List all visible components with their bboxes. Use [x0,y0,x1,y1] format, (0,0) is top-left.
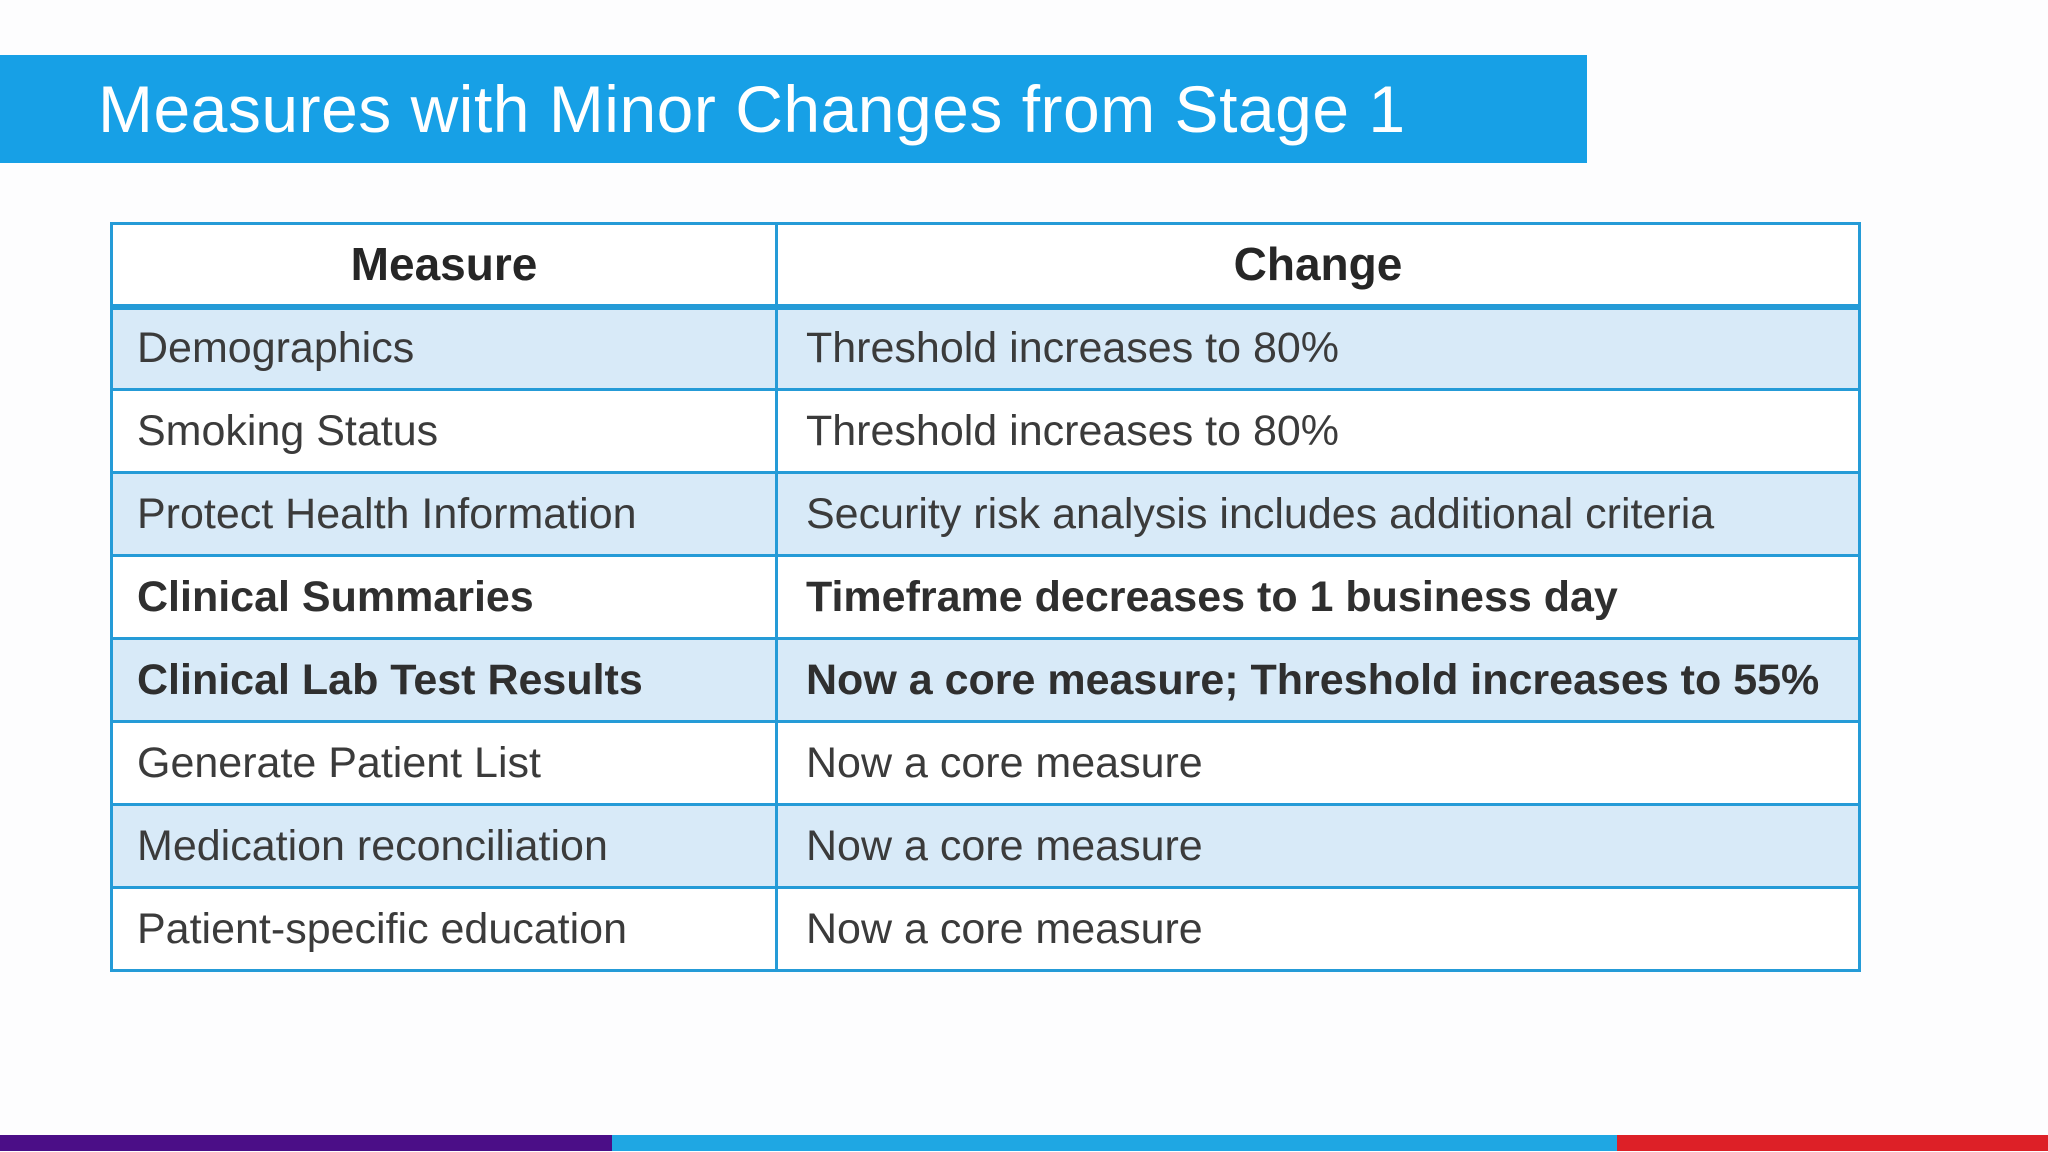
measures-table: Measure Change Demographics Threshold in… [110,222,1861,972]
measure-cell: Patient-specific education [110,886,778,972]
measure-cell: Medication reconciliation [110,803,778,889]
measure-cell: Protect Health Information [110,471,778,557]
measure-cell: Clinical Lab Test Results [110,637,778,723]
table-row: Clinical Summaries Timeframe decreases t… [110,554,1861,640]
change-cell: Now a core measure [775,803,1861,889]
column-header-measure: Measure [110,222,778,310]
footer-stripe [0,1135,2048,1151]
slide-title: Measures with Minor Changes from Stage 1 [98,72,1406,146]
table-body: Demographics Threshold increases to 80% … [110,305,1861,972]
change-cell: Security risk analysis includes addition… [775,471,1861,557]
change-cell: Threshold increases to 80% [775,388,1861,474]
change-cell: Now a core measure [775,720,1861,806]
table-row: Medication reconciliation Now a core mea… [110,803,1861,889]
measure-cell: Clinical Summaries [110,554,778,640]
change-cell: Now a core measure; Threshold increases … [775,637,1861,723]
measure-cell: Generate Patient List [110,720,778,806]
footer-stripe-red [1617,1135,2048,1151]
table-row: Patient-specific education Now a core me… [110,886,1861,972]
change-cell: Now a core measure [775,886,1861,972]
table-row: Generate Patient List Now a core measure [110,720,1861,806]
table-row: Demographics Threshold increases to 80% [110,305,1861,391]
footer-stripe-blue [612,1135,1617,1151]
change-cell: Threshold increases to 80% [775,305,1861,391]
column-header-change: Change [775,222,1861,310]
title-banner: Measures with Minor Changes from Stage 1 [0,55,1587,163]
change-cell: Timeframe decreases to 1 business day [775,554,1861,640]
measure-cell: Smoking Status [110,388,778,474]
table-row: Smoking Status Threshold increases to 80… [110,388,1861,474]
table-row: Protect Health Information Security risk… [110,471,1861,557]
table-header-row: Measure Change [110,222,1861,310]
measure-cell: Demographics [110,305,778,391]
table-row: Clinical Lab Test Results Now a core mea… [110,637,1861,723]
footer-stripe-purple [0,1135,612,1151]
